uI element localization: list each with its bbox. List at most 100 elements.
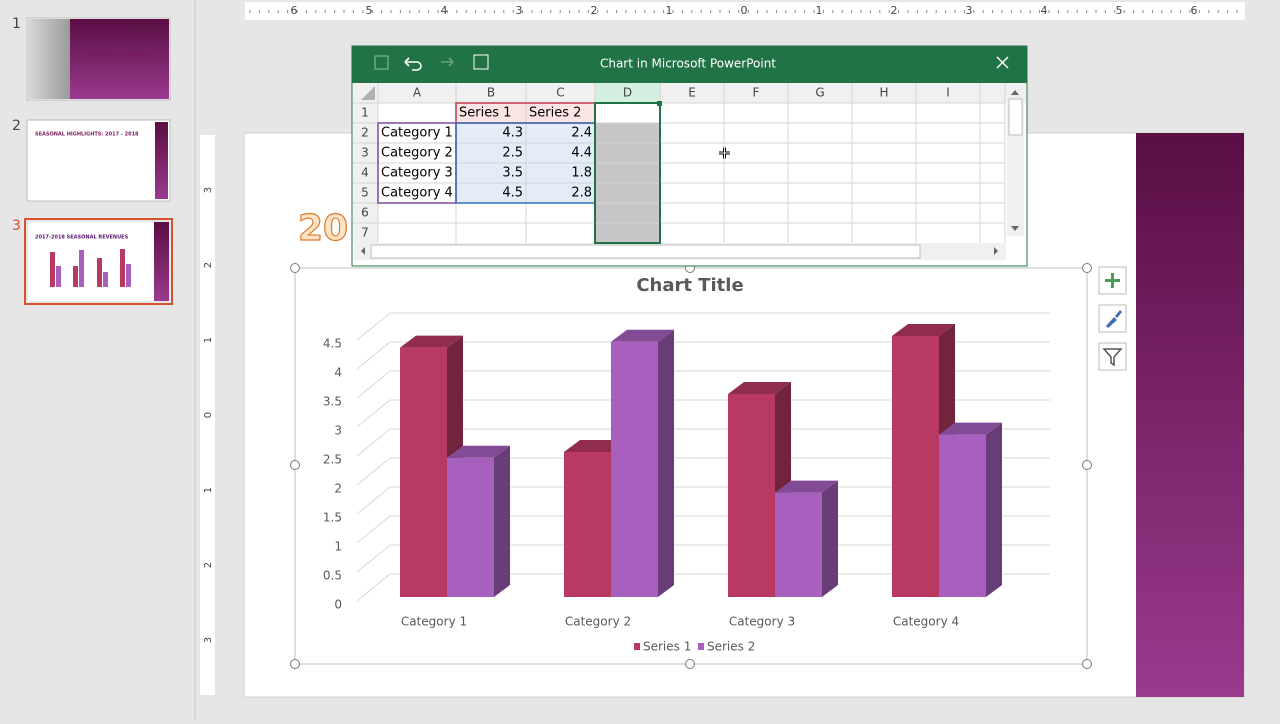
edit-in-excel-button[interactable] (473, 54, 489, 70)
save-button[interactable] (374, 55, 389, 70)
thumbnail-selected[interactable] (24, 218, 173, 305)
legend-swatch (634, 643, 640, 650)
column-header: H (879, 86, 888, 100)
filter-icon (1102, 348, 1123, 367)
ruler-label: 4 (1041, 4, 1048, 17)
bar-top (447, 445, 510, 458)
cell: 2.8 (571, 186, 592, 201)
thumbnail-pane (0, 0, 195, 720)
row-header: 1 (361, 106, 369, 120)
bar-front (939, 434, 986, 597)
undo-button[interactable] (404, 57, 422, 71)
y-tick-label: 2.5 (323, 453, 342, 467)
vertical-ruler (200, 135, 215, 695)
plus-icon (1105, 273, 1120, 288)
ruler-label: 5 (1116, 4, 1123, 17)
row-header: 5 (361, 186, 369, 200)
bar-front (892, 336, 939, 597)
ruler-label: 3 (966, 4, 973, 17)
thumbnail-title: 2017-2018 SEASONAL REVENUES (35, 235, 129, 241)
x-tick-label: Category 2 (565, 615, 631, 629)
grid-line (356, 428, 1050, 457)
column-header-highlight (595, 83, 660, 103)
chart-tools (1098, 266, 1127, 371)
ruler-label: 3 (516, 4, 523, 17)
window-title: Chart in Microsoft PowerPoint (600, 57, 776, 71)
ruler-label: 6 (291, 4, 298, 17)
scroll-thumb[interactable] (1008, 98, 1023, 136)
selection-handle (1082, 460, 1092, 470)
y-tick-label: 4 (334, 366, 342, 380)
ruler-label: 3 (203, 187, 214, 193)
bar-side (822, 480, 838, 597)
chart-filters-button[interactable] (1098, 342, 1127, 371)
ruler-label: 2 (891, 4, 898, 17)
y-tick-label: 3 (334, 424, 342, 438)
bar-top (400, 335, 463, 348)
cell: 4.4 (571, 146, 592, 161)
thumb-band (154, 222, 169, 301)
selection-handle (290, 460, 300, 470)
bar-front (728, 394, 775, 597)
cell: 2.5 (502, 146, 523, 161)
thumbnail-title: SEASONAL HIGHLIGHTS: 2017 - 2018 (35, 132, 139, 138)
brush-icon (1106, 310, 1122, 328)
close-button[interactable] (996, 56, 1009, 69)
y-tick-label: 1.5 (323, 511, 342, 525)
y-tick-label: 3.5 (323, 395, 342, 409)
selection-handle (290, 263, 300, 273)
bar-front (775, 492, 822, 597)
cell: Series 1 (459, 106, 511, 121)
x-tick-label: Category 3 (729, 615, 795, 629)
scroll-thumb[interactable] (370, 244, 921, 259)
scroll-arrow[interactable] (361, 247, 365, 255)
row-header: 7 (361, 226, 369, 240)
scroll-arrow[interactable] (1011, 226, 1019, 231)
ruler-label: 6 (1191, 4, 1198, 17)
thumbnail-title: ALPINE SKI HOUSE (87, 52, 150, 59)
chart-styles-button[interactable] (1098, 304, 1127, 333)
ruler-label: 0 (203, 412, 214, 418)
column-header: I (946, 86, 950, 100)
chart: Chart Title 0 0.5 1 1.5 2 2.5 3 3.5 4 4.5 Category … (290, 263, 1092, 669)
cell: 4.3 (502, 126, 523, 141)
y-tick-label: 1 (334, 540, 342, 554)
cell: 3.5 (502, 166, 523, 181)
y-tick-label: 0 (334, 598, 342, 612)
cell: 1.8 (571, 166, 592, 181)
slide-number: 1 (12, 16, 21, 32)
row-header: 2 (361, 126, 369, 140)
cell: Category 2 (381, 146, 453, 161)
fill-handle (657, 101, 662, 106)
cell: Category 4 (381, 186, 453, 201)
bar (939, 422, 1002, 597)
bar (892, 324, 955, 597)
scroll-arrow[interactable] (994, 247, 998, 255)
column-header: G (815, 86, 824, 100)
ruler-label: 3 (203, 637, 214, 643)
slide-number: 2 (12, 118, 21, 134)
row-header: 3 (361, 146, 369, 160)
scroll-arrow[interactable] (1011, 90, 1019, 95)
column-header: F (753, 86, 760, 100)
ruler-label: 4 (441, 4, 448, 17)
cell: 2.4 (571, 126, 592, 141)
bar-top (611, 329, 674, 342)
thumbnail-2[interactable] (26, 119, 171, 202)
column-header: C (556, 86, 564, 100)
redo-button[interactable] (441, 57, 454, 67)
bar-top (892, 324, 955, 336)
select-all[interactable] (361, 86, 375, 100)
bar-top (775, 480, 838, 493)
y-tick-label: 2 (334, 482, 342, 496)
thumb-bars (50, 249, 131, 287)
grid-line (356, 457, 1050, 486)
thumb-image (28, 19, 70, 99)
selection-handle (1082, 659, 1092, 669)
bar-side (494, 445, 510, 597)
bar-top (939, 422, 1002, 435)
cell: Series 2 (529, 106, 581, 121)
ruler-label: 5 (366, 4, 373, 17)
selection-outline (594, 102, 661, 244)
horizontal-ruler (245, 2, 1245, 20)
